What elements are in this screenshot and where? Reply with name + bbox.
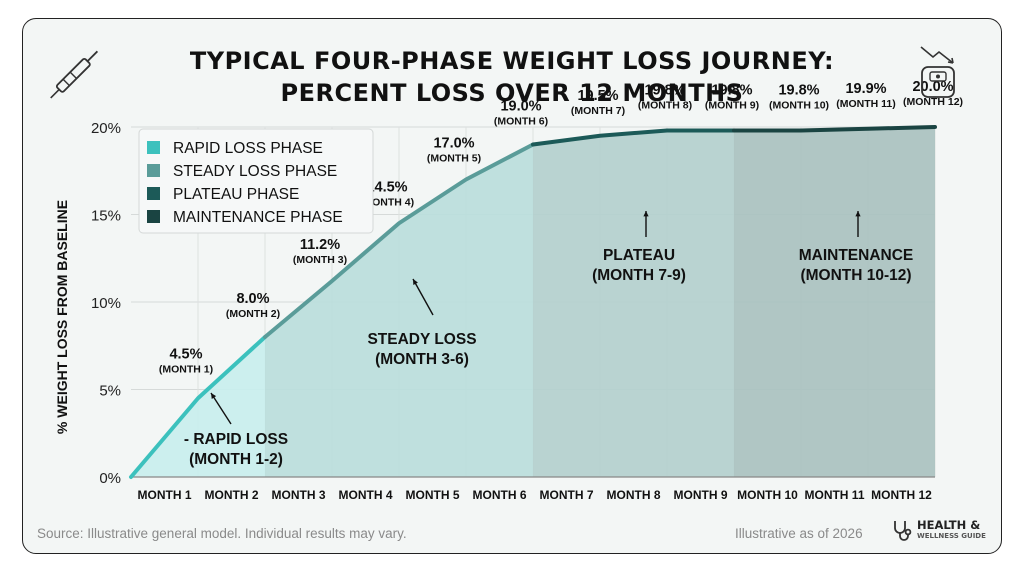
brand-logo: HEALTH & WELLNESS GUIDE bbox=[891, 519, 986, 543]
data-label-value: 19.0% bbox=[500, 99, 541, 115]
phase-fill-plateau bbox=[533, 130, 734, 477]
scale-trend-down-icon bbox=[920, 46, 955, 98]
source-note: Source: Illustrative general model. Indi… bbox=[37, 526, 407, 541]
annotation-arrow-head bbox=[643, 211, 649, 217]
annotation-title: MAINTENANCE bbox=[799, 247, 914, 264]
legend-label: PLATEAU PHASE bbox=[173, 186, 299, 203]
syringe-pen-icon bbox=[50, 50, 99, 99]
data-label-value: 19.8% bbox=[644, 83, 685, 99]
annotation-range: (MONTH 1-2) bbox=[189, 451, 283, 468]
series-line-steady bbox=[263, 142, 535, 339]
chart-card: TYPICAL FOUR-PHASE WEIGHT LOSS JOURNEY: … bbox=[22, 18, 1002, 554]
x-tick-label: MONTH 8 bbox=[607, 488, 661, 502]
title-line-2: PERCENT LOSS OVER 12 MONTHS bbox=[280, 79, 744, 107]
title-line-1: TYPICAL FOUR-PHASE WEIGHT LOSS JOURNEY: bbox=[189, 47, 835, 75]
data-label-month: (MONTH 3) bbox=[293, 254, 347, 266]
data-label-month: (MONTH 12) bbox=[903, 96, 963, 108]
data-label-month: (MONTH 1) bbox=[159, 363, 213, 375]
legend-label: STEADY LOSS PHASE bbox=[173, 163, 337, 180]
data-label-month: (MONTH 2) bbox=[226, 308, 280, 320]
phase-fill-rapid bbox=[131, 337, 265, 477]
y-axis-label: % WEIGHT LOSS FROM BASELINE bbox=[54, 200, 70, 434]
data-label-value: 8.0% bbox=[236, 291, 269, 307]
y-tick-label: 0% bbox=[99, 470, 121, 487]
data-label-month: (MONTH 8) bbox=[638, 100, 692, 112]
data-label-month: (MONTH 11) bbox=[836, 98, 896, 110]
legend-box bbox=[138, 128, 374, 234]
annotation-range: (MONTH 10-12) bbox=[800, 267, 911, 284]
chart-title: TYPICAL FOUR-PHASE WEIGHT LOSS JOURNEY: … bbox=[23, 45, 1001, 109]
legend-swatch bbox=[147, 210, 160, 223]
annotation-arrow bbox=[210, 392, 232, 425]
x-tick-label: MONTH 3 bbox=[272, 488, 326, 502]
data-label-value: 17.0% bbox=[433, 136, 474, 152]
x-tick-label: MONTH 9 bbox=[674, 488, 728, 502]
data-label-value: 11.2% bbox=[300, 237, 340, 253]
annotation-title: PLATEAU bbox=[603, 247, 675, 264]
annotation-range: (MONTH 3-6) bbox=[375, 351, 469, 368]
y-tick-label: 5% bbox=[99, 383, 121, 400]
x-tick-label: MONTH 11 bbox=[804, 488, 864, 502]
x-tick-label: MONTH 5 bbox=[406, 488, 460, 502]
y-tick-label: 10% bbox=[91, 295, 121, 312]
x-tick-label: MONTH 1 bbox=[138, 488, 192, 502]
data-label-value: 19.8% bbox=[778, 83, 819, 99]
x-tick-label: MONTH 12 bbox=[871, 488, 932, 502]
phase-fill-maintenance bbox=[734, 127, 935, 477]
data-label-month: (MONTH 7) bbox=[571, 105, 625, 117]
brand-subname: WELLNESS GUIDE bbox=[917, 532, 986, 540]
series-line-maintenance bbox=[732, 125, 937, 133]
y-tick-label: 15% bbox=[91, 208, 121, 225]
stethoscope-icon bbox=[894, 521, 912, 541]
data-label-value: 14.5% bbox=[366, 179, 407, 195]
legend-swatch bbox=[147, 141, 160, 154]
data-label-month: (MONTH 6) bbox=[494, 116, 548, 128]
annotation-arrow-head bbox=[855, 211, 861, 217]
legend-label: RAPID LOSS PHASE bbox=[173, 140, 323, 157]
legend-swatch bbox=[147, 187, 160, 200]
annotation-arrow-head bbox=[413, 279, 418, 285]
as-of-note: Illustrative as of 2026 bbox=[735, 526, 863, 541]
brand-name: HEALTH & bbox=[917, 518, 981, 532]
x-tick-label: MONTH 6 bbox=[473, 488, 527, 502]
x-tick-label: MONTH 7 bbox=[540, 488, 594, 502]
data-label-value: 19.8% bbox=[711, 83, 752, 99]
data-label-value: 19.5% bbox=[577, 88, 618, 104]
data-label-value: 19.9% bbox=[845, 81, 886, 97]
x-tick-label: MONTH 2 bbox=[205, 488, 259, 502]
x-tick-label: MONTH 10 bbox=[737, 488, 798, 502]
annotation-title: - RAPID LOSS bbox=[184, 431, 288, 448]
series-line-plateau bbox=[531, 128, 736, 147]
legend-swatch bbox=[147, 164, 160, 177]
annotation-range: (MONTH 7-9) bbox=[592, 267, 686, 284]
data-label-month: (MONTH 10) bbox=[769, 100, 829, 112]
annotation-title: STEADY LOSS bbox=[367, 331, 476, 348]
annotation-arrow-head bbox=[211, 393, 217, 399]
annotation-arrow bbox=[412, 278, 434, 316]
data-label-month: (MONTH 9) bbox=[705, 100, 759, 112]
weight-loss-chart: 0% 5% 10% 15% 20% % WEIGHT LOSS FROM BASELINE… bbox=[50, 46, 963, 502]
x-tick-label: MONTH 4 bbox=[339, 488, 393, 502]
data-label-month: (MONTH 5) bbox=[427, 153, 481, 165]
y-tick-label: 20% bbox=[91, 120, 121, 137]
data-label-value: 4.5% bbox=[169, 346, 202, 362]
phase-fill-steady bbox=[265, 144, 533, 477]
series-line-rapid bbox=[129, 335, 267, 479]
legend-label: MAINTENANCE PHASE bbox=[173, 209, 343, 226]
